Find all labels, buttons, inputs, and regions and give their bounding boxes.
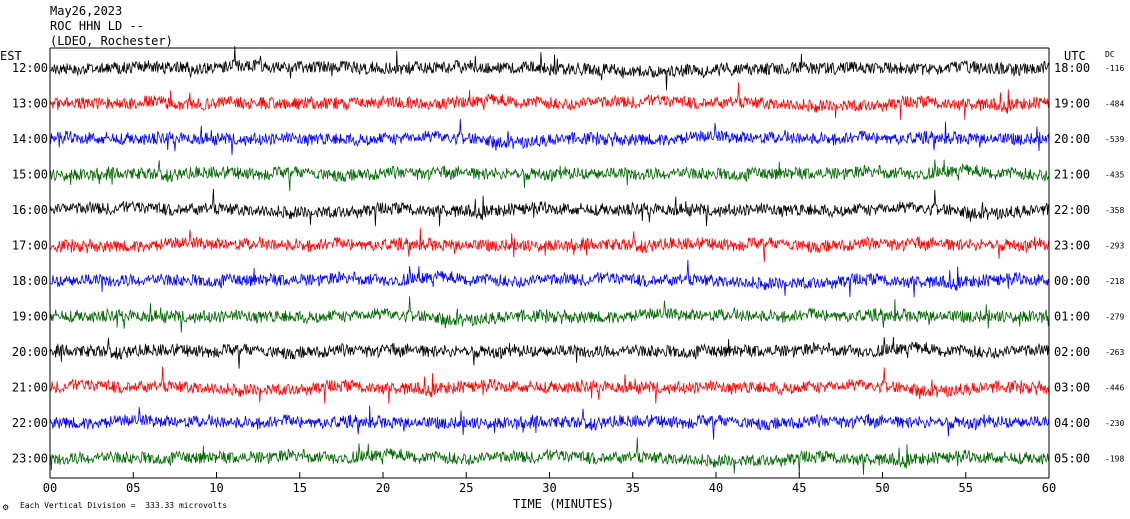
dc-offset-label: -263 (1105, 348, 1124, 357)
utc-hour-label: 22:00 (1054, 203, 1090, 217)
dc-label: DC (1105, 50, 1115, 59)
plot-frame (49, 47, 1050, 479)
dc-offset-label: -358 (1105, 206, 1124, 215)
dc-offset-label: -230 (1105, 419, 1124, 428)
est-hour-label: 14:00 (12, 132, 48, 146)
x-tick-label: 60 (1042, 481, 1056, 495)
utc-hour-label: 03:00 (1054, 381, 1090, 395)
header-station: ROC HHN LD -- (50, 19, 144, 33)
header-network: (LDEO, Rochester) (50, 34, 173, 48)
x-tick-label: 10 (209, 481, 223, 495)
seismic-trace (49, 296, 1050, 333)
est-hour-label: 17:00 (12, 239, 48, 253)
est-hour-label: 18:00 (12, 274, 48, 288)
seismic-trace (49, 437, 1050, 475)
seismic-trace (49, 82, 1050, 120)
x-tick-label: 25 (459, 481, 473, 495)
x-tick-label: 45 (792, 481, 806, 495)
est-hour-label: 20:00 (12, 345, 48, 359)
right-axis-label: UTC (1064, 49, 1086, 63)
est-hour-label: 15:00 (12, 168, 48, 182)
est-hour-label: 22:00 (12, 416, 48, 430)
seismic-trace (49, 228, 1050, 263)
x-tick-label: 00 (43, 481, 57, 495)
utc-hour-label: 01:00 (1054, 310, 1090, 324)
dc-offset-label: -446 (1105, 384, 1124, 393)
dc-offset-label: -198 (1105, 455, 1124, 464)
seismic-trace (49, 159, 1050, 192)
row-labels: 12:00 18:00 -116 13:00 19:00 -484 14:00 20:00 -5… (12, 61, 1125, 466)
utc-hour-label: 04:00 (1054, 416, 1090, 430)
seismic-trace (49, 366, 1050, 404)
dc-offset-label: -116 (1105, 64, 1124, 73)
x-tick-label: 55 (959, 481, 973, 495)
x-axis-ticks: 00 05 10 15 20 25 30 35 40 45 50 55 60 (43, 472, 1056, 495)
dc-offset-label: -484 (1105, 100, 1124, 109)
x-tick-label: 15 (293, 481, 307, 495)
est-hour-label: 19:00 (12, 310, 48, 324)
dc-offset-label: -539 (1105, 135, 1124, 144)
x-tick-label: 30 (542, 481, 556, 495)
x-tick-label: 35 (626, 481, 640, 495)
x-tick-label: 50 (875, 481, 889, 495)
left-axis-label: EST (0, 49, 22, 63)
x-axis-title: TIME (MINUTES) (513, 497, 614, 511)
seismic-trace (49, 405, 1050, 440)
utc-hour-label: 20:00 (1054, 132, 1090, 146)
utc-hour-label: 19:00 (1054, 97, 1090, 111)
est-hour-label: 23:00 (12, 452, 48, 466)
est-hour-label: 12:00 (12, 61, 48, 75)
dc-offset-label: -279 (1105, 313, 1124, 322)
dc-offset-label: -218 (1105, 277, 1124, 286)
utc-hour-label: 23:00 (1054, 239, 1090, 253)
seismic-trace (49, 188, 1050, 227)
seismic-traces (49, 45, 1050, 475)
utc-hour-label: 21:00 (1054, 168, 1090, 182)
utc-hour-label: 02:00 (1054, 345, 1090, 359)
est-hour-label: 21:00 (12, 381, 48, 395)
est-hour-label: 13:00 (12, 97, 48, 111)
x-tick-label: 20 (376, 481, 390, 495)
x-tick-label: 05 (126, 481, 140, 495)
est-hour-label: 16:00 (12, 203, 48, 217)
seismic-trace (49, 45, 1050, 91)
seismic-trace (49, 259, 1050, 298)
seismic-trace (49, 336, 1050, 369)
utc-hour-label: 18:00 (1054, 61, 1090, 75)
utc-hour-label: 00:00 (1054, 274, 1090, 288)
dc-offset-label: -435 (1105, 171, 1124, 180)
scale-note: Each Vertical Division = 333.33 microvol… (20, 501, 228, 510)
x-tick-label: 40 (709, 481, 723, 495)
utc-hour-label: 05:00 (1054, 452, 1090, 466)
dc-offset-label: -293 (1105, 242, 1124, 251)
header-date: May26,2023 (50, 4, 123, 18)
ldeo-logo-icon: ⚙ (2, 503, 10, 512)
seismic-trace (49, 118, 1050, 156)
